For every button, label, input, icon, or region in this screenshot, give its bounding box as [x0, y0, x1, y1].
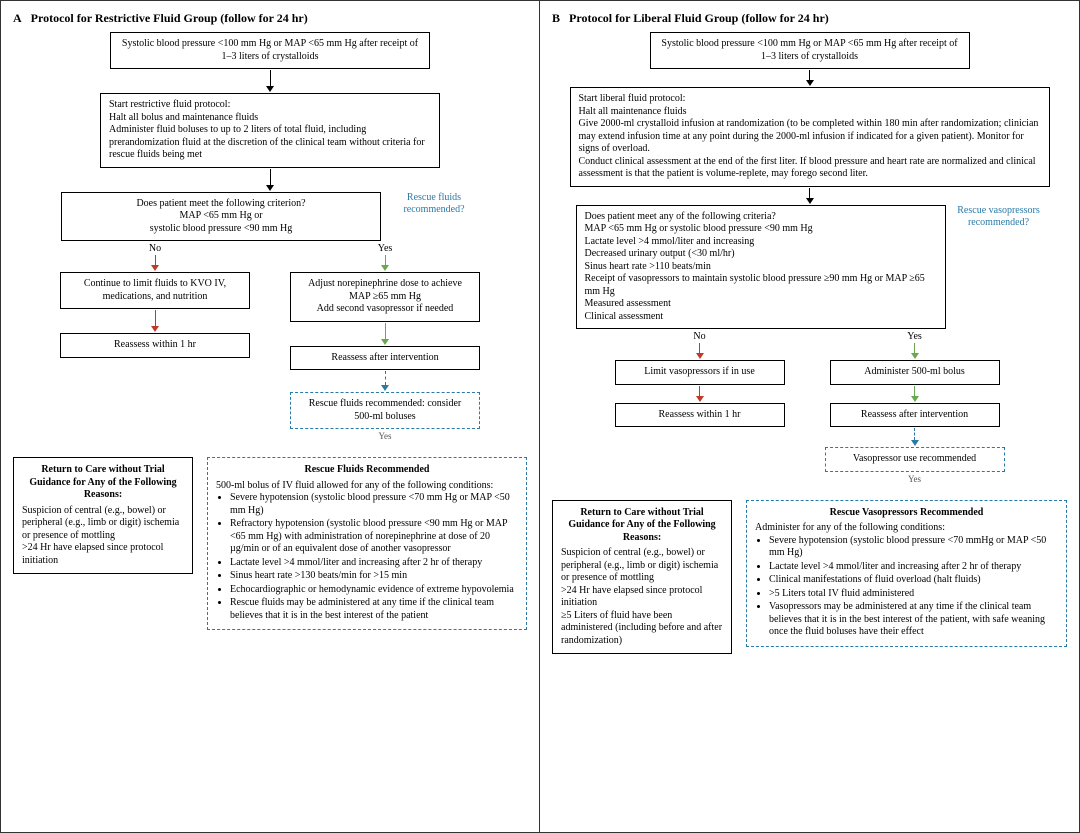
- arrow: [151, 255, 159, 271]
- panel-b-flow: Systolic blood pressure <100 mm Hg or MA…: [552, 32, 1067, 486]
- a-return-body: Suspicion of central (e.g., bowel) or pe…: [22, 505, 184, 568]
- a-no-reassess: Reassess within 1 hr: [60, 333, 250, 358]
- a-no-action: Continue to limit fluids to KVO IV, medi…: [60, 272, 250, 309]
- arrow: [381, 371, 389, 391]
- a-rescue-intro: 500-ml bolus of IV fluid allowed for any…: [216, 480, 518, 493]
- arrow: [381, 255, 389, 271]
- b-rescue-intro: Administer for any of the following cond…: [755, 522, 1058, 535]
- a-rescue-box: Rescue Fluids Recommended 500-ml bolus o…: [207, 457, 527, 630]
- b-rescue-side-label: Rescue vasopressors recommended?: [954, 205, 1044, 229]
- a-bottom-row: Return to Care without Trial Guidance fo…: [13, 457, 527, 630]
- b-return-box: Return to Care without Trial Guidance fo…: [552, 500, 732, 655]
- panel-b-title-text: Protocol for Liberal Fluid Group (follow…: [569, 11, 829, 25]
- rescue-item: Sinus heart rate >130 beats/min for >15 …: [230, 570, 518, 583]
- panel-b-label: B: [552, 11, 560, 25]
- arrow: [696, 343, 704, 359]
- b-no-label: No: [693, 331, 705, 342]
- a-branch-row: No Continue to limit fluids to KVO IV, m…: [13, 241, 527, 443]
- rescue-item: >5 Liters total IV fluid administered: [769, 588, 1058, 601]
- arrow: [911, 343, 919, 359]
- rescue-item: Vasopressors may be administered at any …: [769, 601, 1058, 639]
- b-criterion-box: Does patient meet any of the following c…: [576, 205, 946, 330]
- b-return-title: Return to Care without Trial Guidance fo…: [561, 507, 723, 545]
- rescue-item: Lactate level >4 mmol/liter and increasi…: [769, 561, 1058, 574]
- arrow: [696, 386, 704, 402]
- rescue-item: Refractory hypotension (systolic blood p…: [230, 518, 518, 556]
- a-entry-box: Systolic blood pressure <100 mm Hg or MA…: [110, 32, 430, 69]
- a-rescue-yes: Yes: [378, 431, 391, 441]
- b-yes-action: Administer 500-ml bolus: [830, 360, 1000, 385]
- arrow: [381, 323, 389, 345]
- arrow: [266, 169, 274, 191]
- rescue-item: Lactate level >4 mmol/liter and increasi…: [230, 557, 518, 570]
- a-rescue-title: Rescue Fluids Recommended: [216, 464, 518, 477]
- a-no-col: No Continue to limit fluids to KVO IV, m…: [60, 241, 250, 443]
- b-rescue-title: Rescue Vasopressors Recommended: [755, 507, 1058, 520]
- b-no-reassess: Reassess within 1 hr: [615, 403, 785, 428]
- arrow: [806, 70, 814, 86]
- a-no-label: No: [149, 243, 161, 254]
- b-entry-box: Systolic blood pressure <100 mm Hg or MA…: [650, 32, 970, 69]
- rescue-item: Severe hypotension (systolic blood press…: [769, 535, 1058, 560]
- b-no-col: No Limit vasopressors if in use Reassess…: [615, 329, 785, 486]
- arrow: [911, 386, 919, 402]
- b-start-box: Start liberal fluid protocol: Halt all m…: [570, 87, 1050, 187]
- panel-a-title: A Protocol for Restrictive Fluid Group (…: [13, 11, 527, 26]
- arrow: [151, 310, 159, 332]
- panel-a-flow: Systolic blood pressure <100 mm Hg or MA…: [13, 32, 527, 443]
- b-yes-reassess: Reassess after intervention: [830, 403, 1000, 428]
- arrow: [266, 70, 274, 92]
- a-criterion-box: Does patient meet the following criterio…: [61, 192, 381, 242]
- panel-a: A Protocol for Restrictive Fluid Group (…: [1, 1, 540, 832]
- panel-a-label: A: [13, 11, 22, 25]
- a-return-title: Return to Care without Trial Guidance fo…: [22, 464, 184, 502]
- b-rescue-yes: Yes: [908, 474, 921, 484]
- panel-b: B Protocol for Liberal Fluid Group (foll…: [540, 1, 1079, 832]
- a-yes-reassess: Reassess after intervention: [290, 346, 480, 371]
- b-bottom-row: Return to Care without Trial Guidance fo…: [552, 500, 1067, 655]
- arrow: [911, 428, 919, 446]
- b-no-action: Limit vasopressors if in use: [615, 360, 785, 385]
- a-start-box: Start restrictive fluid protocol: Halt a…: [100, 93, 440, 168]
- rescue-item: Clinical manifestations of fluid overloa…: [769, 574, 1058, 587]
- b-rescue-list: Severe hypotension (systolic blood press…: [755, 535, 1058, 639]
- b-branch-row: No Limit vasopressors if in use Reassess…: [552, 329, 1067, 486]
- b-return-body: Suspicion of central (e.g., bowel) or pe…: [561, 547, 723, 647]
- a-rescue-consider: Rescue fluids recommended: consider 500-…: [290, 392, 480, 429]
- figure-root: A Protocol for Restrictive Fluid Group (…: [0, 0, 1080, 833]
- panel-b-title: B Protocol for Liberal Fluid Group (foll…: [552, 11, 1067, 26]
- rescue-item: Severe hypotension (systolic blood press…: [230, 492, 518, 517]
- b-rescue-consider: Vasopressor use recommended: [825, 447, 1005, 472]
- a-yes-label: Yes: [378, 243, 393, 254]
- a-return-box: Return to Care without Trial Guidance fo…: [13, 457, 193, 574]
- a-yes-action: Adjust norepinephrine dose to achieve MA…: [290, 272, 480, 322]
- a-rescue-side-label: Rescue fluids recommended?: [389, 192, 479, 216]
- panel-a-title-text: Protocol for Restrictive Fluid Group (fo…: [31, 11, 308, 25]
- a-rescue-list: Severe hypotension (systolic blood press…: [216, 492, 518, 622]
- b-yes-label: Yes: [907, 331, 922, 342]
- b-yes-col: Yes Administer 500-ml bolus Reassess aft…: [825, 329, 1005, 486]
- rescue-item: Rescue fluids may be administered at any…: [230, 597, 518, 622]
- a-yes-col: Yes Adjust norepinephrine dose to achiev…: [290, 241, 480, 443]
- rescue-item: Echocardiographic or hemodynamic evidenc…: [230, 584, 518, 597]
- b-rescue-box: Rescue Vasopressors Recommended Administ…: [746, 500, 1067, 647]
- arrow: [806, 188, 814, 204]
